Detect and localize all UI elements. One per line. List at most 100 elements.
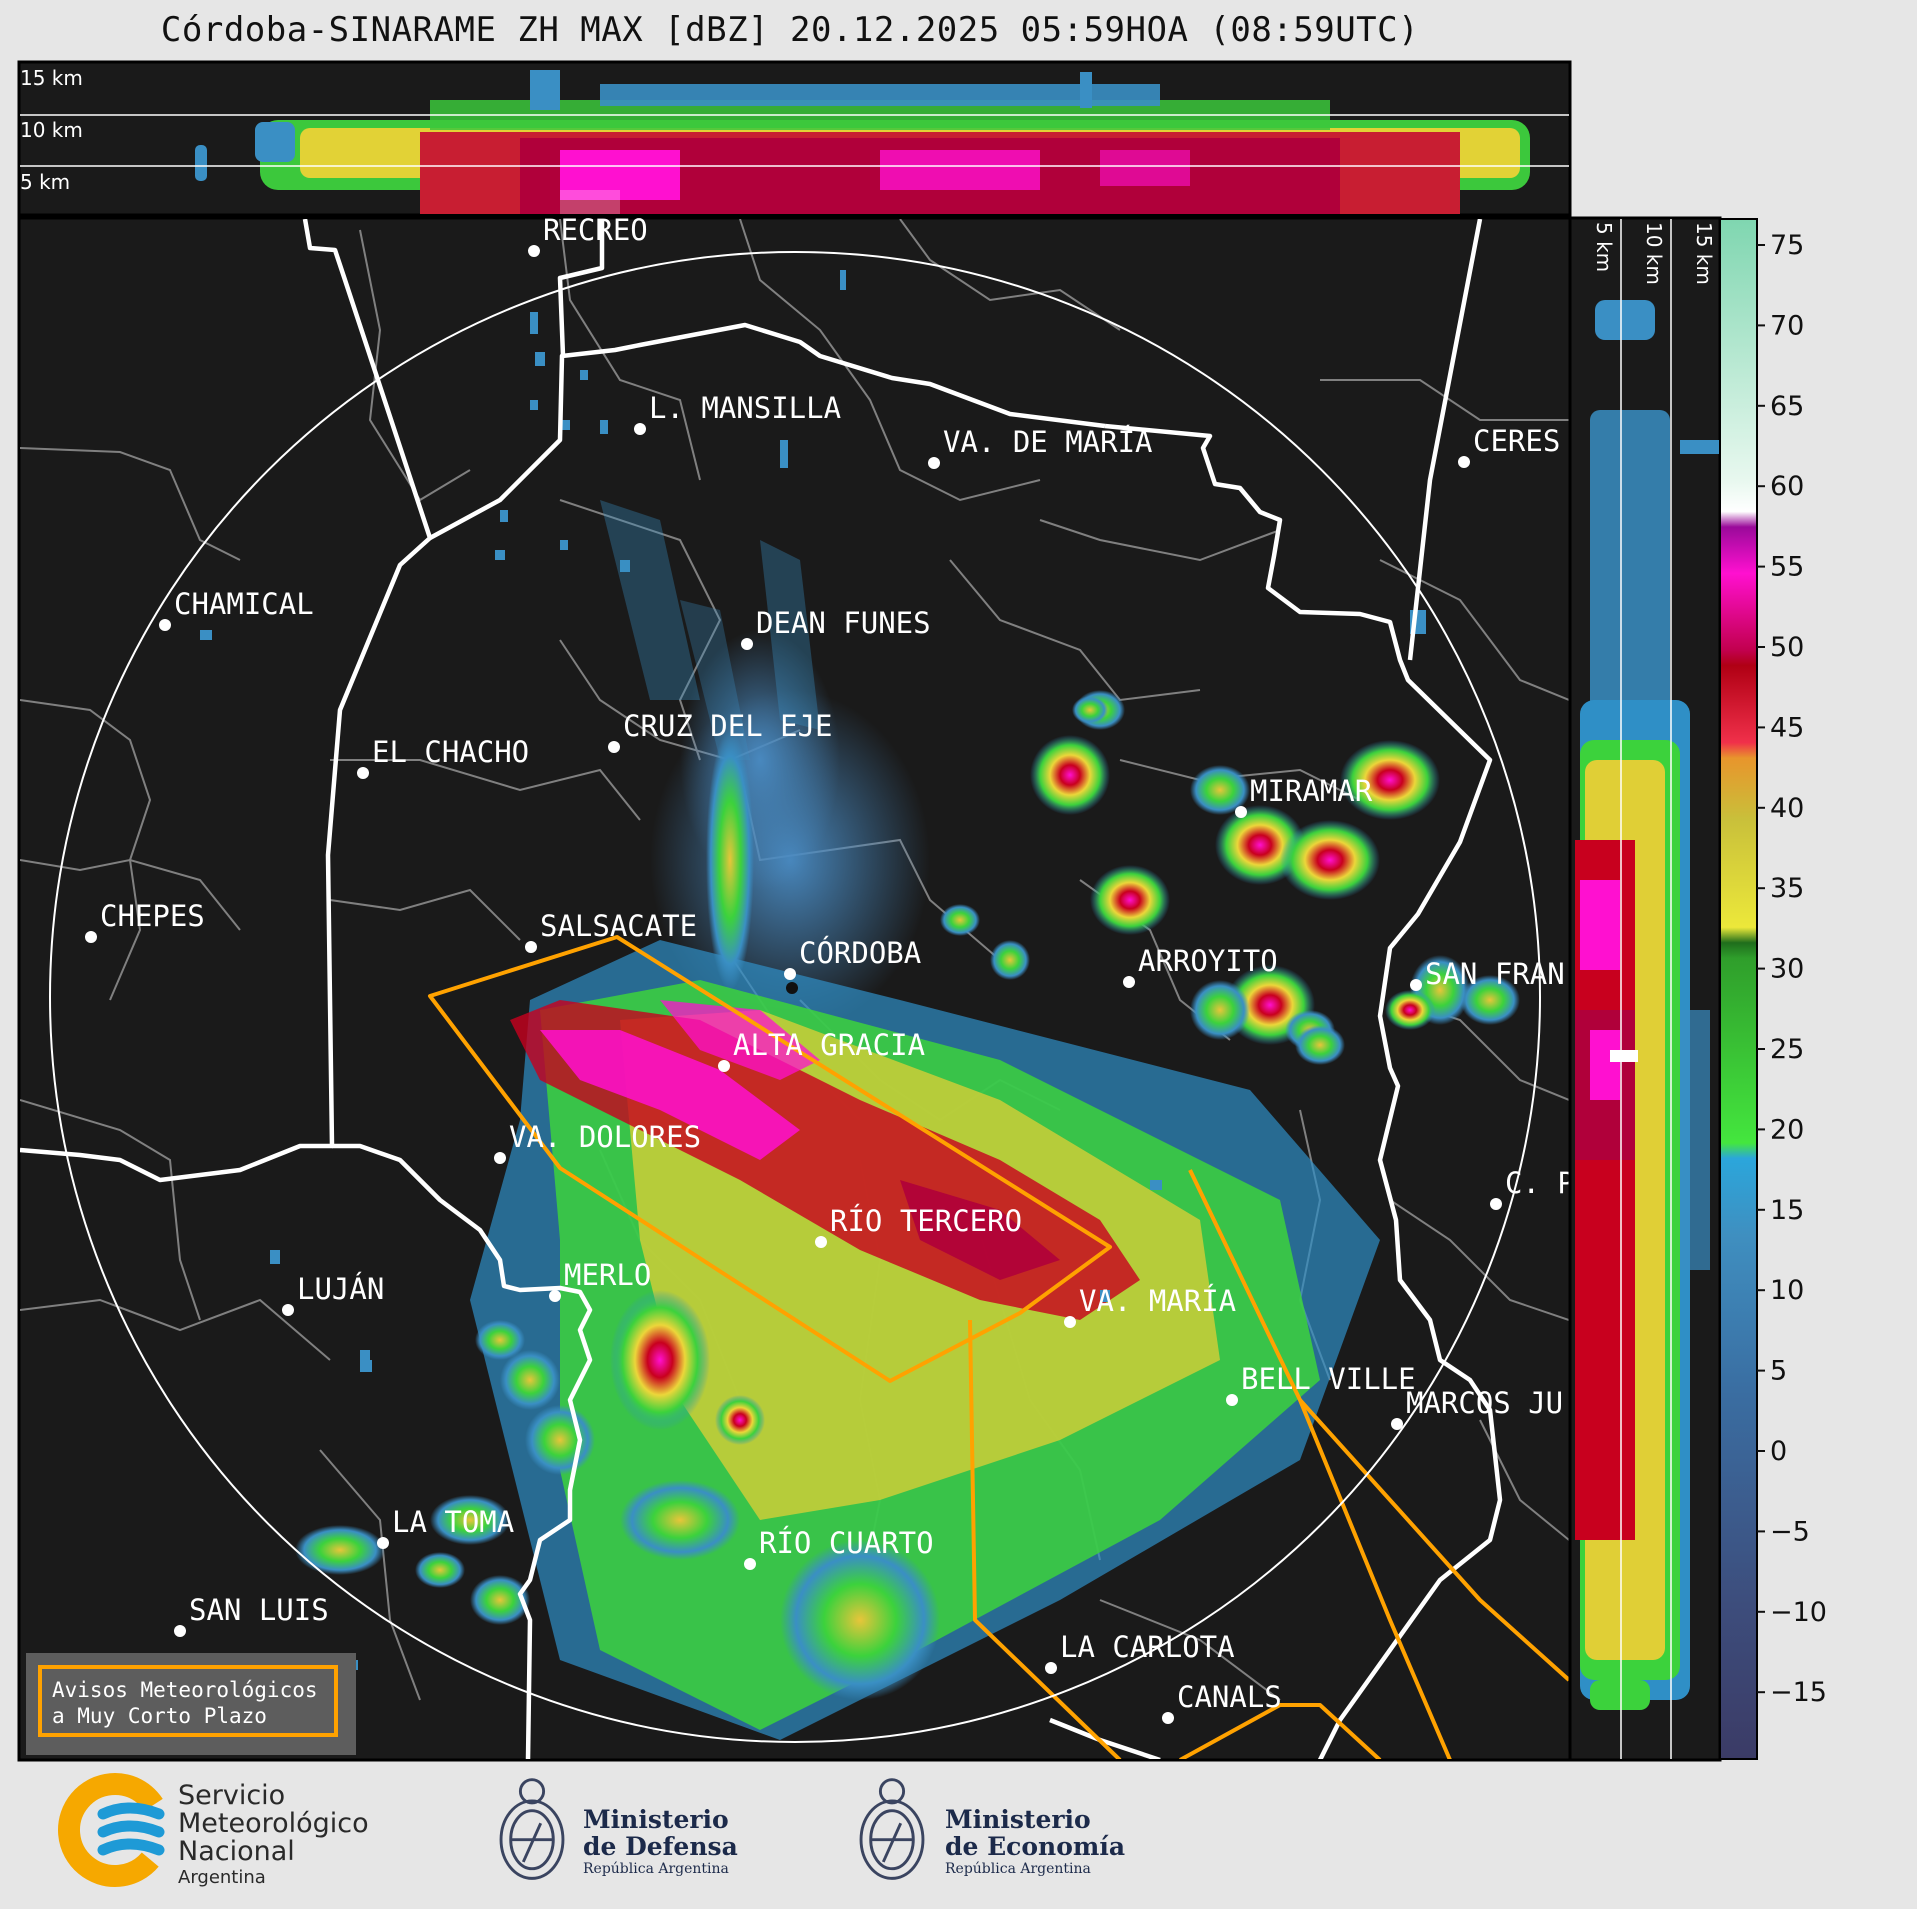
city-la-toma: LA TOMA bbox=[377, 1505, 514, 1549]
radar-echoes bbox=[200, 270, 1520, 1740]
city-va-dolores: VA. DOLORES bbox=[494, 1120, 701, 1164]
svg-text:MARCOS JU: MARCOS JU bbox=[1406, 1386, 1563, 1420]
svg-text:LUJÁN: LUJÁN bbox=[297, 1272, 384, 1306]
colorbar-tick-label: 30 bbox=[1770, 954, 1804, 985]
svg-text:VA. DE MARÍA: VA. DE MARÍA bbox=[943, 425, 1153, 459]
svg-text:DEAN FUNES: DEAN FUNES bbox=[756, 606, 931, 640]
city-va-de-maria: VA. DE MARÍA bbox=[928, 425, 1153, 469]
radar-site-marker bbox=[786, 982, 798, 994]
smn-line1: Servicio bbox=[178, 1780, 286, 1811]
defensa-line3: República Argentina bbox=[583, 1861, 729, 1877]
city-san-luis: SAN LUIS bbox=[174, 1593, 329, 1637]
smn-logo-icon bbox=[58, 1773, 172, 1887]
svg-text:CANALS: CANALS bbox=[1177, 1680, 1282, 1714]
svg-text:CÓRDOBA: CÓRDOBA bbox=[799, 936, 921, 970]
warning-legend-line2: a Muy Corto Plazo bbox=[52, 1704, 267, 1728]
city-chepes: CHEPES bbox=[85, 899, 205, 943]
svg-text:MERLO: MERLO bbox=[564, 1258, 651, 1292]
svg-text:SAN LUIS: SAN LUIS bbox=[189, 1593, 329, 1627]
top-alt-15km: 15 km bbox=[20, 66, 83, 90]
city-lujan: LUJÁN bbox=[282, 1272, 384, 1316]
svg-text:VA. DOLORES: VA. DOLORES bbox=[509, 1120, 701, 1154]
colorbar-tick-label: 70 bbox=[1770, 310, 1804, 341]
city-cordoba: CÓRDOBA bbox=[784, 936, 921, 980]
svg-text:SALSACATE: SALSACATE bbox=[540, 909, 697, 943]
colorbar-tick-label: 65 bbox=[1770, 391, 1804, 422]
svg-text:CERES: CERES bbox=[1473, 424, 1560, 458]
svg-text:RÍO CUARTO: RÍO CUARTO bbox=[759, 1526, 934, 1560]
warning-legend: Avisos Meteorológicos a Muy Corto Plazo bbox=[26, 1653, 356, 1755]
colorbar-tick-label: 0 bbox=[1770, 1436, 1787, 1467]
colorbar-tick-label: 40 bbox=[1770, 793, 1804, 824]
city-el-chacho: EL CHACHO bbox=[357, 735, 529, 779]
top-profile-panel: 15 km 10 km 5 km bbox=[17, 60, 1572, 217]
warning-polygons bbox=[428, 935, 1569, 1759]
warning-legend-inner: Avisos Meteorológicos a Muy Corto Plazo bbox=[38, 1665, 338, 1737]
city-va-maria: VA. MARÍA bbox=[1064, 1284, 1236, 1328]
range-ring bbox=[49, 251, 1541, 1743]
warning-legend-line1: Avisos Meteorológicos bbox=[52, 1678, 318, 1702]
economia-line2: de Economía bbox=[945, 1832, 1126, 1861]
side-profile-panel: 5 km 10 km 15 km bbox=[1568, 216, 1722, 1762]
colorbar-tick-label: 45 bbox=[1770, 712, 1804, 743]
radar-map bbox=[17, 216, 1572, 1762]
svg-text:RÍO TERCERO: RÍO TERCERO bbox=[830, 1204, 1022, 1238]
city-arroyito: ARROYITO bbox=[1123, 944, 1278, 988]
side-alt-15km: 15 km bbox=[1692, 222, 1716, 285]
colorbar-tick-label: 25 bbox=[1770, 1034, 1804, 1065]
svg-text:VA. MARÍA: VA. MARÍA bbox=[1079, 1284, 1236, 1318]
svg-text:RECREO: RECREO bbox=[543, 213, 648, 247]
smn-line3: Nacional bbox=[178, 1836, 295, 1867]
svg-text:CHAMICAL: CHAMICAL bbox=[174, 587, 314, 621]
colorbar-tick-label: −15 bbox=[1770, 1677, 1827, 1708]
colorbar-tick-label: 15 bbox=[1770, 1195, 1804, 1226]
city-chamical: CHAMICAL bbox=[159, 587, 314, 631]
svg-text:CHEPES: CHEPES bbox=[100, 899, 205, 933]
colorbar-tick-label: 50 bbox=[1770, 632, 1804, 663]
svg-text:LA TOMA: LA TOMA bbox=[392, 1505, 514, 1539]
svg-text:SAN FRAN: SAN FRAN bbox=[1425, 957, 1565, 991]
city-miramar: MIRAMAR bbox=[1235, 774, 1373, 818]
svg-text:ALTA GRACIA: ALTA GRACIA bbox=[733, 1028, 925, 1062]
colorbar-tick-label: 35 bbox=[1770, 873, 1804, 904]
defensa-seal-icon bbox=[499, 1778, 565, 1880]
colorbar-tick-label: −10 bbox=[1770, 1597, 1827, 1628]
city-salsacate: SALSACATE bbox=[525, 909, 697, 953]
city-rio-tercero: RÍO TERCERO bbox=[815, 1204, 1022, 1248]
province-borders bbox=[20, 219, 1503, 1759]
page-title: Córdoba-SINARAME ZH MAX [dBZ] 20.12.2025… bbox=[160, 10, 1420, 50]
city-c-p: C. P bbox=[1490, 1166, 1575, 1210]
city-bell-ville: BELL VILLE bbox=[1226, 1362, 1416, 1406]
defensa-logo-text: Ministerio de Defensa República Argentin… bbox=[583, 1805, 738, 1877]
colorbar-tick-label: 60 bbox=[1770, 471, 1804, 502]
svg-text:EL CHACHO: EL CHACHO bbox=[372, 735, 529, 769]
economia-line1: Ministerio bbox=[945, 1805, 1091, 1834]
colorbar-tick-label: 75 bbox=[1770, 230, 1804, 261]
city-cruz-del-eje: CRUZ DEL EJE bbox=[608, 709, 833, 753]
colorbar-tick-label: −5 bbox=[1770, 1516, 1810, 1547]
svg-text:L. MANSILLA: L. MANSILLA bbox=[649, 391, 841, 425]
city-rio-cuarto: RÍO CUARTO bbox=[744, 1526, 934, 1570]
colorbar-tick-label: 20 bbox=[1770, 1114, 1804, 1145]
economia-seal-icon bbox=[859, 1778, 925, 1880]
city-ceres: CERES bbox=[1458, 424, 1560, 468]
svg-text:LA CARLOTA: LA CARLOTA bbox=[1060, 1630, 1235, 1664]
side-alt-5km: 5 km bbox=[1592, 222, 1616, 272]
city-recreo: RECREO bbox=[528, 213, 648, 257]
city-canals: CANALS bbox=[1162, 1680, 1282, 1724]
svg-text:C. P: C. P bbox=[1505, 1166, 1575, 1200]
economia-line3: República Argentina bbox=[945, 1861, 1091, 1877]
city-marcos-ju: MARCOS JU bbox=[1391, 1386, 1563, 1430]
city-alta-gracia: ALTA GRACIA bbox=[718, 1028, 925, 1072]
city-l-mansilla: L. MANSILLA bbox=[634, 391, 841, 435]
city-dean-funes: DEAN FUNES bbox=[741, 606, 931, 650]
colorbar-tick-label: 55 bbox=[1770, 552, 1804, 583]
svg-text:MIRAMAR: MIRAMAR bbox=[1250, 774, 1373, 808]
economia-logo-text: Ministerio de Economía República Argenti… bbox=[945, 1805, 1125, 1877]
city-merlo: MERLO bbox=[549, 1258, 651, 1302]
top-alt-5km: 5 km bbox=[20, 170, 70, 194]
top-alt-10km: 10 km bbox=[20, 118, 83, 142]
smn-logo-text: Servicio Meteorológico Nacional Argentin… bbox=[178, 1782, 369, 1890]
